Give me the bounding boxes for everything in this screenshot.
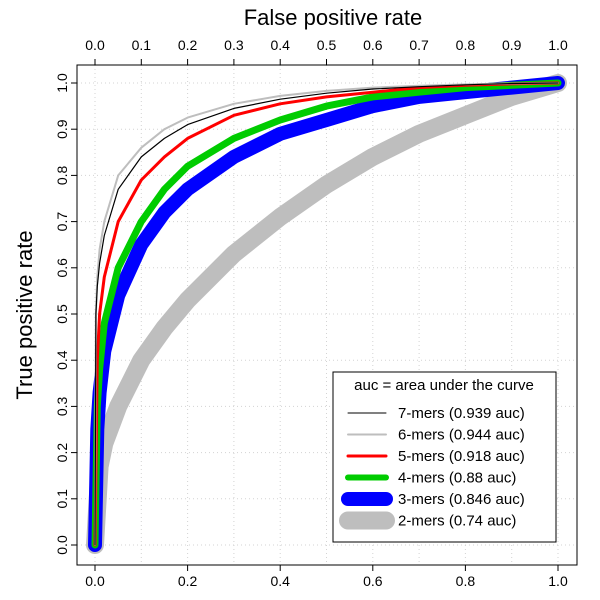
x-tick-label-top: 1.0 (548, 37, 568, 53)
series-line (86, 74, 567, 554)
legend-label: 3-mers (0.846 auc) (398, 491, 525, 508)
x-tick-label-top: 0.4 (270, 37, 290, 53)
legend-label: 2-mers (0.74 auc) (398, 513, 516, 530)
series-line (93, 81, 560, 547)
x-tick-label-bottom: 0.4 (270, 573, 290, 589)
y-tick-label: 0.7 (54, 212, 70, 232)
series-layer (86, 74, 567, 554)
axes: 0.0 0.1 0.2 0.3 0.4 0.5 0.6 0.7 0.8 0.9 1.0 0.0 0.2 0… (54, 37, 568, 589)
x-tick-label-top: 0.0 (85, 37, 105, 53)
y-tick-label: 0.5 (54, 304, 70, 324)
y-tick-label: 0.8 (54, 165, 70, 185)
x-tick-label-top: 0.2 (178, 37, 198, 53)
series-line (94, 82, 559, 546)
legend-label: 4-mers (0.88 auc) (398, 470, 516, 487)
series-line (91, 79, 562, 549)
x-tick-label-top: 0.5 (317, 37, 337, 53)
legend-items: 7-mers (0.939 auc) 6-mers (0.944 auc) 5-me… (339, 405, 525, 530)
x-tick-label-bottom: 1.0 (548, 573, 568, 589)
series-line (94, 82, 559, 546)
x-tick-label-top: 0.1 (132, 37, 152, 53)
x-tick-label-bottom: 0.8 (456, 573, 476, 589)
y-tick-label: 0.9 (54, 119, 70, 139)
legend-label: 6-mers (0.944 auc) (398, 427, 525, 444)
x-tick-label-top: 0.3 (224, 37, 244, 53)
legend-label: 5-mers (0.918 auc) (398, 448, 525, 465)
x-tick-label-top: 0.6 (363, 37, 383, 53)
legend: auc = area under the curve 7-mers (0.939… (332, 371, 557, 543)
y-tick-label: 0.4 (54, 350, 70, 370)
y-tick-label: 1.0 (54, 73, 70, 93)
y-tick-label: 0.0 (54, 535, 70, 555)
y-axis-title: True positive rate (12, 230, 37, 399)
legend-title: auc = area under the curve (354, 377, 534, 394)
y-tick-label: 0.1 (54, 489, 70, 509)
x-tick-label-top: 0.9 (502, 37, 522, 53)
x-tick-label-top: 0.7 (409, 37, 429, 53)
legend-label: 7-mers (0.939 auc) (398, 405, 525, 422)
y-tick-label: 0.3 (54, 396, 70, 416)
x-tick-label-bottom: 0.6 (363, 573, 383, 589)
x-tick-label-top: 0.8 (456, 37, 476, 53)
x-tick-label-bottom: 0.2 (178, 573, 198, 589)
x-tick-label-bottom: 0.0 (85, 573, 105, 589)
y-tick-label: 0.2 (54, 443, 70, 463)
x-axis-title: False positive rate (244, 5, 423, 30)
y-tick-label: 0.6 (54, 258, 70, 278)
